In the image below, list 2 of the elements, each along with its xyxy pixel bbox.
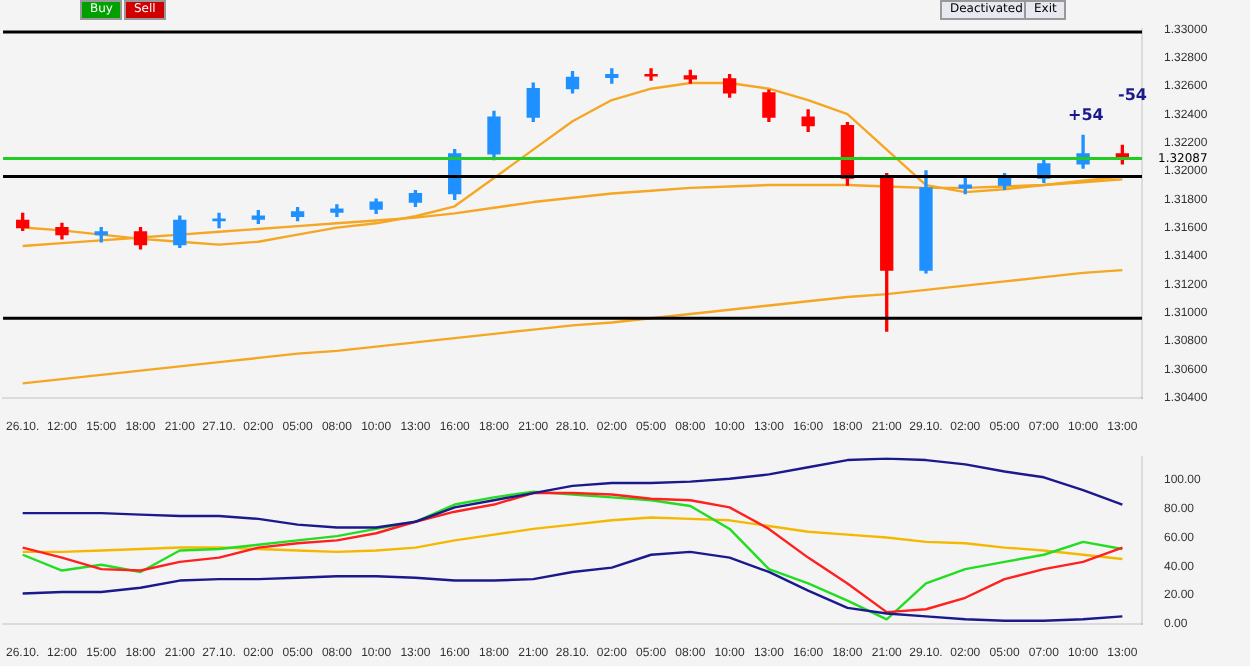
annotation: -54 [1116, 86, 1149, 104]
annotation: +54 [1066, 106, 1106, 124]
